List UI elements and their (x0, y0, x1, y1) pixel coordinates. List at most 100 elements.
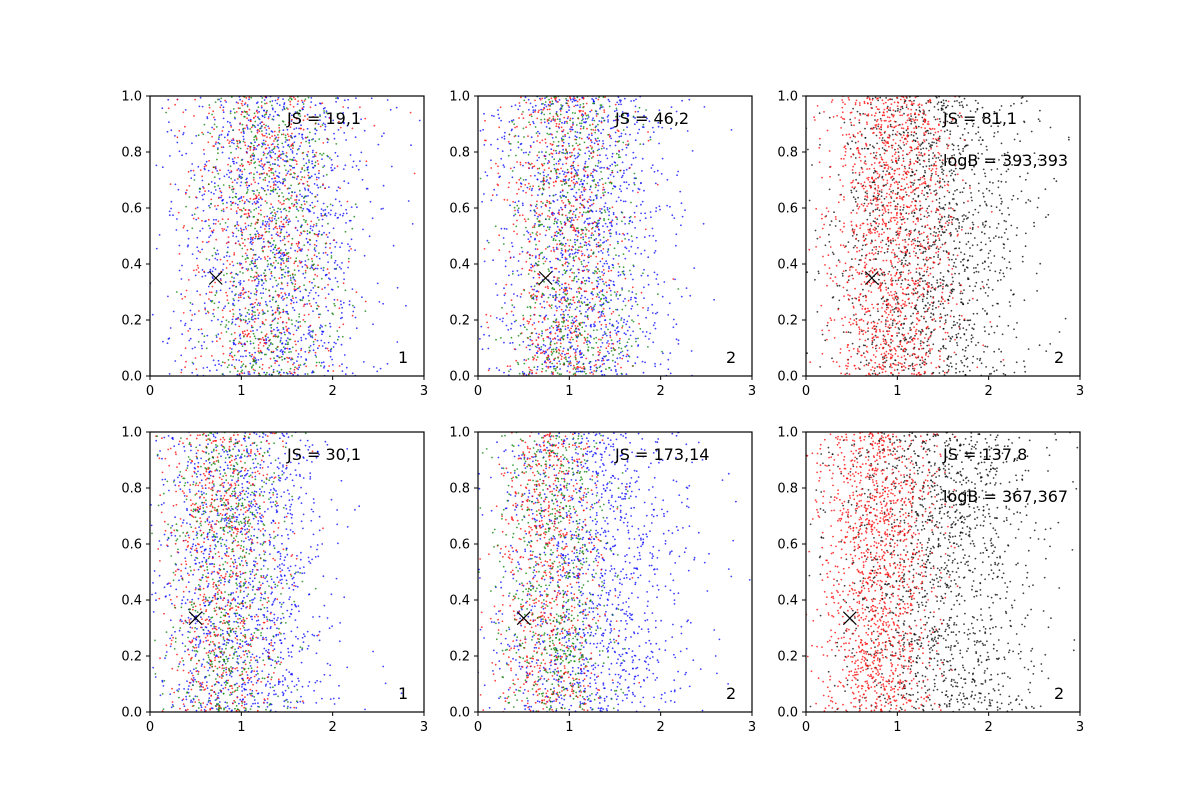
scatter-point (612, 126, 615, 129)
scatter-point (611, 155, 614, 158)
scatter-point (312, 287, 315, 289)
scatter-point (265, 156, 268, 159)
scatter-point (210, 291, 213, 294)
scatter-point (603, 374, 606, 376)
scatter-point (554, 118, 557, 121)
scatter-point (278, 126, 281, 129)
scatter-point (283, 225, 286, 228)
scatter-point (669, 352, 672, 354)
scatter-point (214, 281, 217, 284)
scatter-point (302, 197, 305, 199)
scatter-point (536, 248, 539, 251)
scatter-point (293, 309, 296, 312)
scatter-point (219, 100, 222, 103)
scatter-point (544, 103, 546, 106)
scatter-point (254, 181, 256, 184)
scatter-point (541, 97, 544, 100)
scatter-point (531, 369, 533, 372)
scatter-point (219, 289, 222, 292)
scatter-point (316, 216, 319, 219)
scatter-point (271, 149, 273, 152)
scatter-point (257, 235, 260, 238)
scatter-point (596, 226, 599, 229)
scatter-point (377, 143, 380, 146)
scatter-point (296, 229, 299, 232)
scatter-point (308, 142, 311, 144)
scatter-point (513, 348, 516, 350)
scatter-point (264, 220, 267, 223)
scatter-point (213, 247, 216, 250)
scatter-point (558, 373, 561, 376)
scatter-point (548, 347, 550, 350)
scatter-point (517, 207, 520, 210)
scatter-point (584, 162, 586, 165)
scatter-point (536, 356, 539, 358)
scatter-point (252, 241, 254, 244)
scatter-point (291, 114, 293, 117)
scatter-point (319, 119, 321, 122)
scatter-point (261, 130, 263, 132)
scatter-point (620, 317, 623, 319)
scatter-point (306, 127, 309, 130)
scatter-point (277, 136, 280, 139)
scatter-point (284, 292, 286, 295)
scatter-point (531, 226, 534, 229)
scatter-point (228, 157, 231, 160)
scatter-point (596, 149, 599, 152)
scatter-point (189, 309, 192, 312)
scatter-point (593, 364, 596, 367)
scatter-point (279, 350, 282, 353)
scatter-point (289, 348, 291, 350)
scatter-point (206, 334, 209, 337)
scatter-point (319, 186, 322, 188)
scatter-point (589, 185, 592, 188)
scatter-point (583, 169, 585, 171)
scatter-point (258, 337, 261, 340)
scatter-point (267, 117, 270, 120)
scatter-point (270, 212, 272, 215)
scatter-point (602, 269, 605, 271)
scatter-point (282, 202, 285, 205)
scatter-point (298, 120, 301, 122)
scatter-point (198, 188, 201, 190)
scatter-point (269, 137, 271, 139)
scatter-point (590, 141, 593, 144)
scatter-point (254, 115, 257, 118)
scatter-point (214, 166, 217, 169)
scatter-point (191, 314, 194, 316)
scatter-point (570, 164, 573, 167)
scatter-point (381, 135, 383, 138)
scatter-point (291, 346, 294, 349)
scatter-point (598, 179, 601, 181)
scatter-point (202, 198, 204, 201)
scatter-point (575, 370, 578, 373)
scatter-point (641, 170, 643, 172)
scatter-point (553, 222, 556, 225)
scatter-point (299, 193, 301, 196)
scatter-point (569, 341, 572, 344)
scatter-point (201, 175, 204, 178)
scatter-point (327, 138, 330, 141)
scatter-point (564, 152, 567, 155)
scatter-point (503, 137, 506, 140)
scatter-point (279, 252, 282, 255)
scatter-point (511, 245, 514, 248)
x-tick-label: 1 (237, 384, 245, 399)
scatter-point (258, 164, 261, 167)
scatter-point (258, 373, 261, 375)
scatter-point (235, 212, 238, 215)
scatter-point (594, 321, 596, 323)
scatter-point (262, 287, 265, 290)
scatter-point (201, 219, 203, 222)
scatter-point (313, 248, 316, 251)
scatter-point (204, 308, 207, 311)
scatter-point (225, 229, 228, 232)
scatter-point (353, 306, 356, 309)
scatter-point (484, 171, 487, 174)
scatter-point (487, 369, 490, 372)
scatter-point (567, 250, 570, 252)
scatter-point (257, 282, 260, 285)
scatter-point (242, 130, 245, 132)
scatter-point (257, 347, 260, 350)
scatter-point (282, 328, 285, 331)
